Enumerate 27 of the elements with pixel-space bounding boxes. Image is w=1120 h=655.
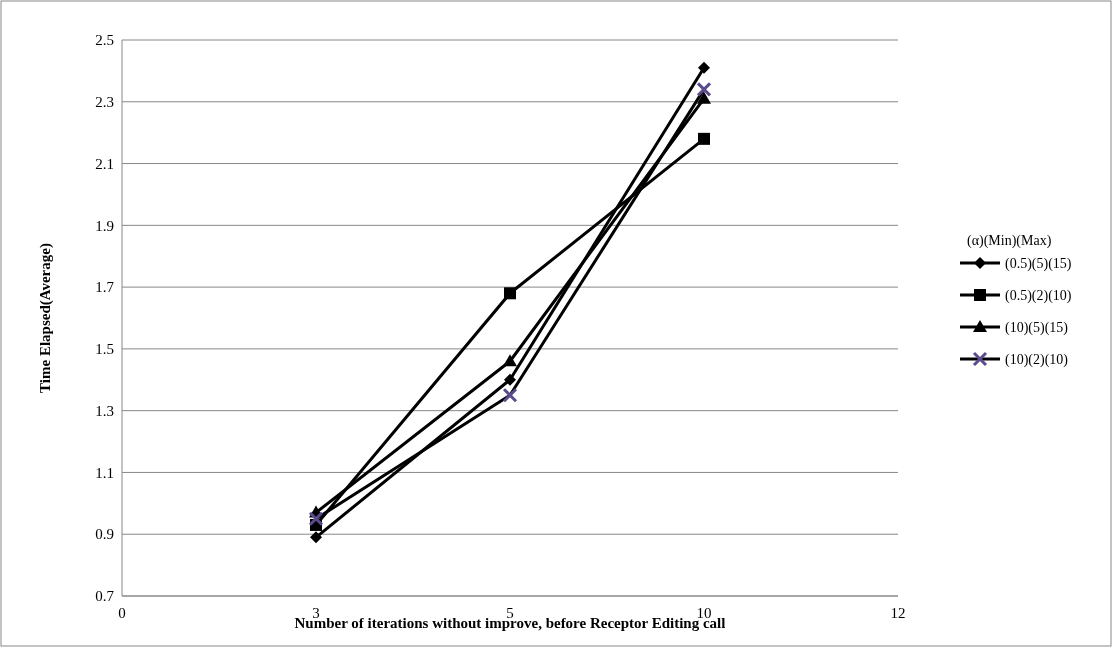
y-axis-title: Time Elapsed(Average) [37,243,54,393]
y-tick-label: 1.3 [95,402,114,419]
x-tick-label: 10 [696,605,712,621]
y-tick-label: 2.5 [95,32,114,49]
legend-label: (10)(2)(10) [1005,351,1069,368]
y-tick-label: 2.3 [95,94,114,111]
x-tick-label: 12 [890,605,906,621]
x-tick-label: 0 [118,605,126,621]
y-tick-label: 2.1 [95,155,114,172]
point [697,91,711,104]
legend-label: (0.5)(2)(10) [1005,287,1072,304]
legend-label: (0.5)(5)(15) [1005,255,1072,272]
point [504,373,516,386]
point [698,132,710,145]
point [503,354,517,367]
y-tick-label: 1.1 [95,464,114,481]
point [698,61,710,74]
legend-label: (10)(5)(15) [1005,319,1069,336]
y-tick-label: 0.9 [95,526,114,543]
x-tick-label: 5 [506,605,514,621]
y-tick-label: 1.9 [95,217,114,234]
point [310,531,322,544]
y-tick-label: 1.5 [95,341,114,358]
y-tick-label: 0.7 [95,588,115,605]
y-tick-label: 1.7 [95,279,115,296]
point [504,287,516,300]
legend-title: (α)(Min)(Max) [967,233,1052,249]
